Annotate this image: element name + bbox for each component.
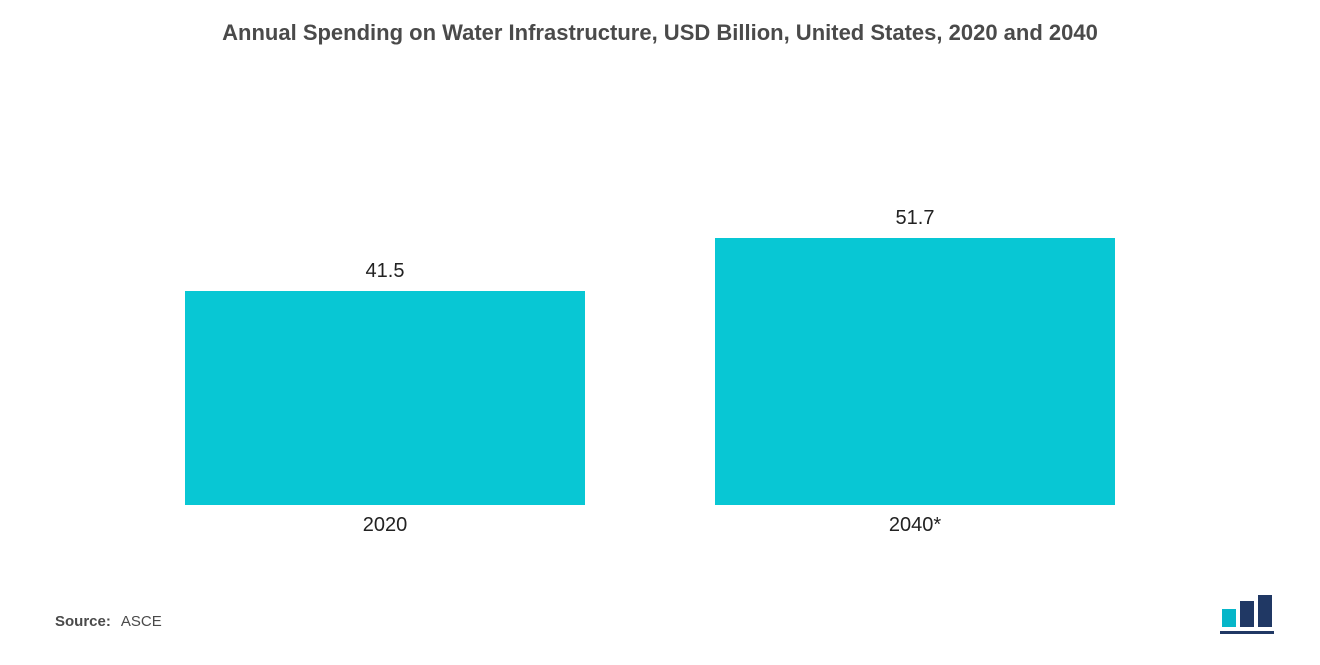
bar-group: 51.72040*	[715, 207, 1115, 505]
bar-rect	[185, 291, 585, 505]
bar-value-label: 41.5	[366, 260, 405, 283]
plot-area: 41.52020 51.72040*	[120, 100, 1180, 505]
bar-category-label: 2020	[185, 514, 585, 537]
logo-bar-3	[1258, 595, 1272, 627]
source-line: Source: ASCE	[55, 613, 162, 630]
logo-underline	[1220, 631, 1274, 634]
source-value: ASCE	[121, 613, 162, 630]
bar-category-label: 2040*	[715, 514, 1115, 537]
bar-group: 41.52020	[185, 260, 585, 505]
chart-container: Annual Spending on Water Infrastructure,…	[0, 0, 1320, 665]
chart-title: Annual Spending on Water Infrastructure,…	[0, 20, 1320, 46]
bar-value-label: 51.7	[896, 207, 935, 230]
bar-rect	[715, 238, 1115, 505]
brand-logo	[1220, 595, 1280, 635]
logo-bar-2	[1240, 601, 1254, 627]
source-label: Source:	[55, 613, 111, 630]
logo-bar-1	[1222, 609, 1236, 627]
